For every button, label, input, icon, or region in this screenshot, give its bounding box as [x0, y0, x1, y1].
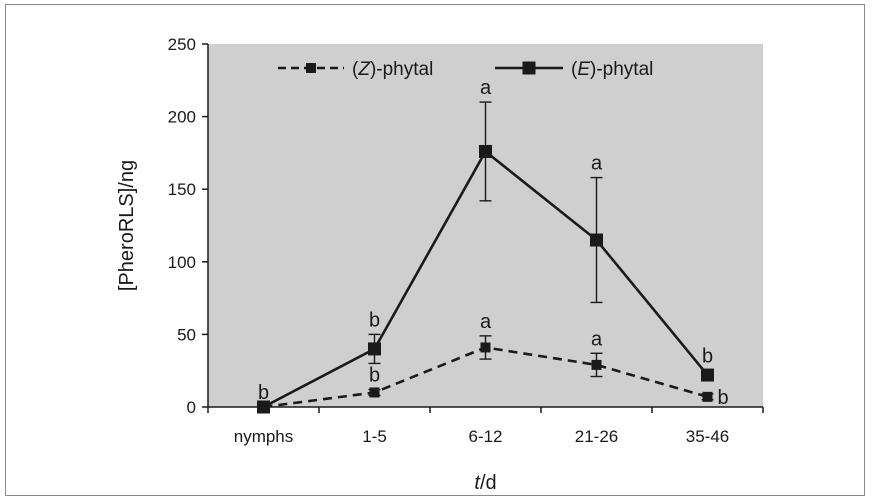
data-point-e [590, 233, 603, 247]
legend: (Z)-phytal (E)-phytal [278, 59, 653, 80]
data-point-z [480, 342, 491, 353]
y-tick-label: 100 [168, 253, 196, 272]
legend-label-z-prefix: ( [352, 59, 359, 80]
legend-label-e-prefix: ( [571, 59, 578, 80]
x-tick-label: 21-26 [575, 427, 618, 446]
x-axis-title-rest: /d [480, 472, 497, 494]
y-tick-label: 200 [168, 108, 196, 127]
x-tick-label: 1-5 [362, 427, 387, 446]
significance-label-z: b [258, 382, 269, 404]
legend-label-z-italic: Z [357, 59, 371, 80]
significance-label-z: a [480, 311, 492, 333]
legend-label-z: (Z)-phytal [352, 59, 433, 80]
significance-label-z: b [369, 365, 380, 387]
legend-label-e-italic: E [577, 59, 590, 80]
x-axis-title-italic: t [474, 472, 481, 494]
data-point-z [591, 359, 602, 370]
data-point-e [257, 400, 270, 414]
data-point-e [701, 368, 714, 382]
significance-label-e: a [591, 153, 603, 175]
y-axis-title: [PheroRLS]/ng [116, 160, 138, 291]
data-point-e [368, 342, 381, 356]
legend-marker-e [522, 61, 536, 75]
x-tick-label: 6-12 [468, 427, 502, 446]
legend-label-z-suffix: )-phytal [370, 59, 433, 80]
legend-label-e: (E)-phytal [571, 59, 653, 80]
y-tick-label: 250 [168, 35, 196, 54]
significance-label-e: b [369, 309, 380, 331]
x-axis-title: t/d [474, 472, 496, 494]
axes: 0 50 100 150 200 250 nymphs 1-5 6-12 21-26 35-46 [168, 35, 764, 446]
y-tick-label: 50 [177, 325, 196, 344]
data-point-e [479, 144, 492, 158]
y-tick-label: 150 [168, 180, 196, 199]
significance-label-z: a [591, 328, 603, 350]
x-tick-label: 35-46 [686, 427, 729, 446]
x-tick-label: nymphs [234, 427, 294, 446]
y-tick-label: 0 [187, 398, 196, 417]
legend-marker-z [306, 63, 316, 73]
data-point-z [369, 387, 380, 398]
significance-label-z: b [718, 387, 729, 409]
significance-label-e: a [480, 77, 492, 99]
significance-label-e: b [702, 346, 713, 368]
data-point-z [702, 391, 713, 402]
legend-label-e-suffix: )-phytal [590, 59, 653, 80]
